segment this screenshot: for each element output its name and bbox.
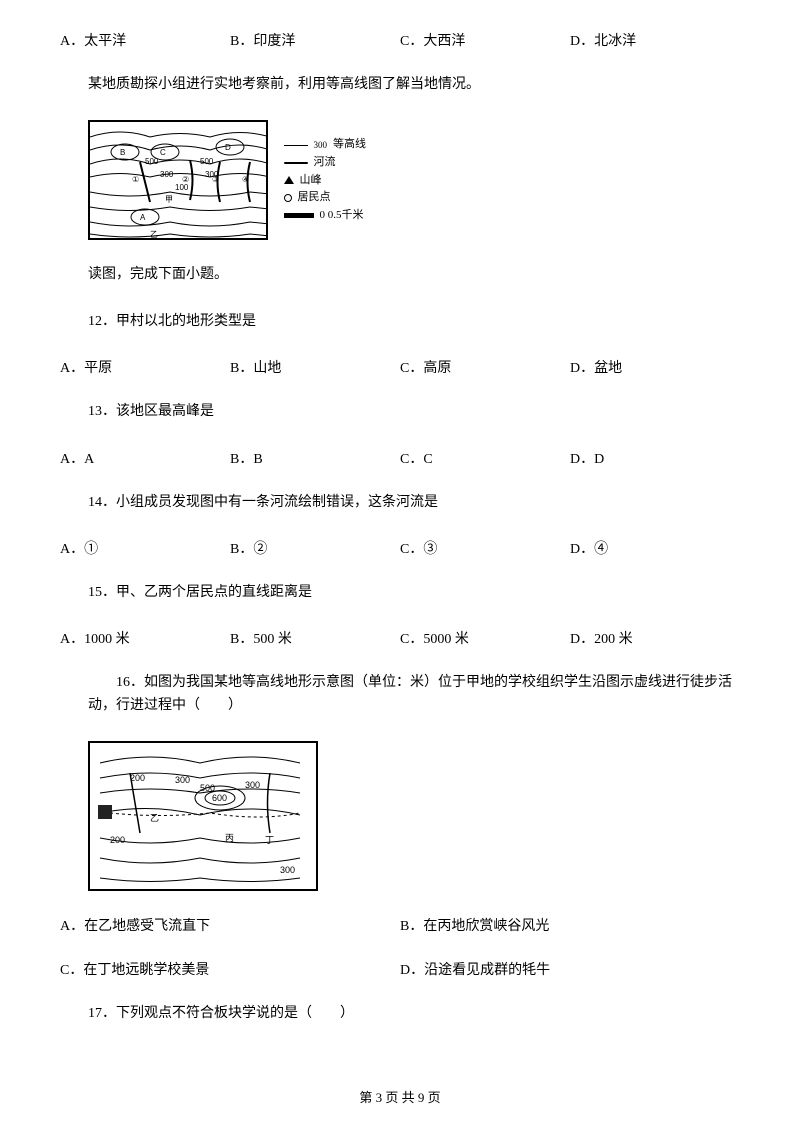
q15-d: D．200 米	[570, 628, 740, 648]
read-prompt: 读图，完成下面小题。	[60, 264, 740, 286]
page-footer: 第 3 页 共 9 页	[0, 1087, 800, 1106]
map1-label-yi: 乙	[150, 230, 158, 239]
q16-options-row1: A．在乙地感受飞流直下 B．在丙地欣赏峡谷风光	[60, 915, 740, 935]
map2-yi: 乙	[150, 813, 159, 823]
contour-map-2: 甲 乙 丙 丁 200 200 300 300 300 500 600	[88, 741, 318, 891]
map2-n300b: 300	[245, 780, 260, 790]
map1-label-a: A	[140, 213, 146, 222]
q15-b: B．500 米	[230, 628, 400, 648]
map1-c1: ①	[132, 175, 139, 184]
map1-n500b: 500	[200, 157, 214, 166]
q16-c: C．在丁地远眺学校美景	[60, 959, 400, 979]
q12-a: A．平原	[60, 357, 230, 377]
q16-options-row2: C．在丁地远眺学校美景 D．沿途看见成群的牦牛	[60, 959, 740, 979]
river-line-icon	[284, 162, 308, 164]
map2-n200b: 200	[130, 773, 145, 783]
map1-label-b: B	[120, 148, 125, 157]
q15-c: C．5000 米	[400, 628, 570, 648]
option-c: C．大西洋	[400, 30, 570, 50]
map2-n500: 500	[200, 783, 215, 793]
q12-options: A．平原 B．山地 C．高原 D．盆地	[60, 357, 740, 377]
legend-contour-label: 等高线	[333, 136, 366, 154]
q16-stem: 16．如图为我国某地等高线地形示意图（单位：米）位于甲地的学校组织学生沿图示虚线…	[60, 672, 740, 717]
q14-c: C．③	[400, 538, 570, 558]
legend-settlement-label: 居民点	[298, 189, 331, 207]
q13-a: A．A	[60, 448, 230, 468]
map2-ding: 丁	[265, 835, 274, 845]
map2-bing: 丙	[225, 833, 234, 843]
q13-c: C．C	[400, 448, 570, 468]
map2-n600: 600	[212, 793, 227, 803]
legend-river-label: 河流	[314, 154, 336, 172]
q14-a: A．①	[60, 538, 230, 558]
contour-line-icon	[284, 145, 308, 146]
q12-stem: 12．甲村以北的地形类型是	[60, 311, 740, 333]
q16-d: D．沿途看见成群的牦牛	[400, 959, 740, 979]
map2-n300a: 300	[175, 775, 190, 785]
peak-icon	[284, 176, 294, 184]
q16-a: A．在乙地感受飞流直下	[60, 915, 400, 935]
q16-b: B．在丙地欣赏峡谷风光	[400, 915, 740, 935]
legend-scale-label: 0 0.5千米	[320, 207, 364, 225]
map1-label-d: D	[225, 143, 231, 152]
option-d: D．北冰洋	[570, 30, 740, 50]
q13-stem: 13．该地区最高峰是	[60, 401, 740, 423]
q12-d: D．盆地	[570, 357, 740, 377]
map2-block: 甲 乙 丙 丁 200 200 300 300 300 500 600	[88, 741, 740, 891]
q13-options: A．A B．B C．C D．D	[60, 448, 740, 468]
q14-d: D．④	[570, 538, 740, 558]
q12-b: B．山地	[230, 357, 400, 377]
prev-question-options: A．太平洋 B．印度洋 C．大西洋 D．北冰洋	[60, 30, 740, 50]
map1-block: B C D A 甲 乙 500 500 300 300 100 ① ② ③ ④ …	[88, 120, 740, 240]
option-b: B．印度洋	[230, 30, 400, 50]
q14-options: A．① B．② C．③ D．④	[60, 538, 740, 558]
map1-label-jia: 甲	[165, 195, 173, 204]
map2-n300c: 300	[280, 865, 295, 875]
q17-stem: 17．下列观点不符合板块学说的是（ ）	[60, 1003, 740, 1025]
map1-n500a: 500	[145, 157, 159, 166]
map1-label-c: C	[160, 148, 166, 157]
option-a: A．太平洋	[60, 30, 230, 50]
q14-stem: 14．小组成员发现图中有一条河流绘制错误，这条河流是	[60, 492, 740, 514]
map1-legend: 300 等高线 河流 山峰 居民点 0 0.5千米	[284, 136, 367, 224]
map1-n300a: 300	[160, 170, 174, 179]
legend-peak-label: 山峰	[300, 172, 322, 190]
contour-map-1: B C D A 甲 乙 500 500 300 300 100 ① ② ③ ④	[88, 120, 268, 240]
q13-d: D．D	[570, 448, 740, 468]
q15-options: A．1000 米 B．500 米 C．5000 米 D．200 米	[60, 628, 740, 648]
scale-bar-icon	[284, 213, 314, 218]
school-icon	[98, 805, 112, 819]
q15-a: A．1000 米	[60, 628, 230, 648]
map1-c4: ④	[242, 175, 249, 184]
map1-c3: ③	[212, 175, 219, 184]
q13-b: B．B	[230, 448, 400, 468]
map2-n200a: 200	[110, 835, 125, 845]
map1-n100: 100	[175, 183, 189, 192]
q15-stem: 15．甲、乙两个居民点的直线距离是	[60, 582, 740, 604]
legend-contour-num: 300	[314, 138, 328, 152]
intro-text: 某地质勘探小组进行实地考察前，利用等高线图了解当地情况。	[60, 74, 740, 96]
settlement-icon	[284, 194, 292, 202]
q14-b: B．②	[230, 538, 400, 558]
map1-c2: ②	[182, 175, 189, 184]
q12-c: C．高原	[400, 357, 570, 377]
